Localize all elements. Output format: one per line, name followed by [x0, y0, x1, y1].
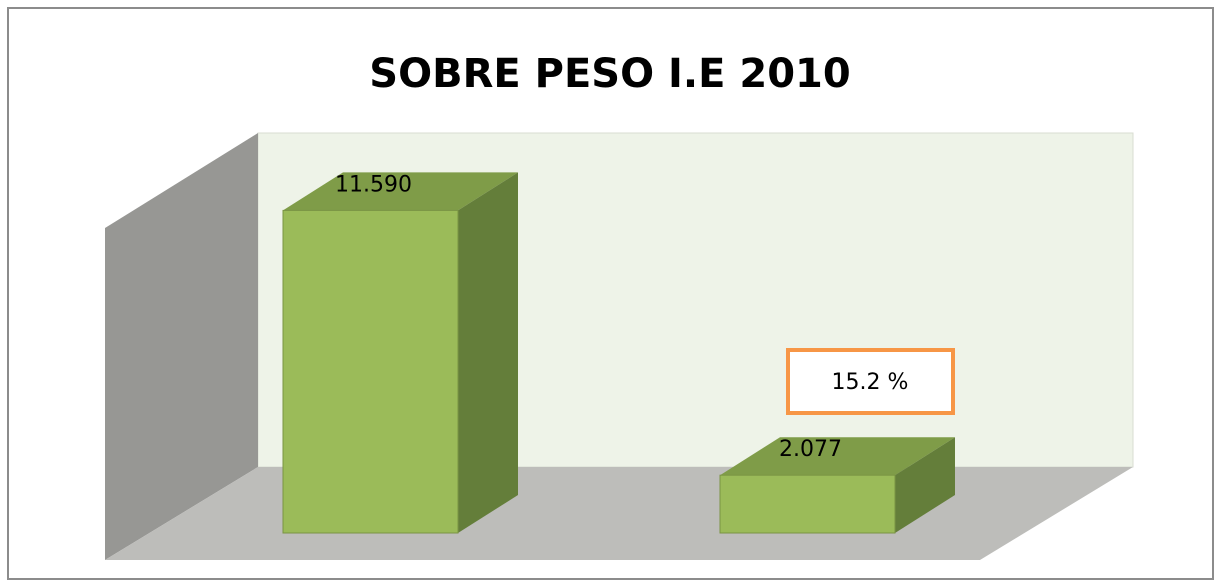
value-label: 2.077	[779, 437, 842, 462]
bar-side	[458, 172, 518, 533]
bar	[719, 474, 896, 534]
floor	[105, 467, 1133, 560]
annotation: 15.2 %	[832, 370, 909, 395]
bar-side	[895, 437, 955, 533]
bar-top	[283, 172, 518, 211]
annotation-box	[786, 348, 955, 415]
bar-top	[720, 437, 955, 476]
value-label: 11.590	[335, 172, 412, 197]
side-wall	[105, 133, 258, 560]
chart-title: SOBRE PESO I.E 2010	[369, 51, 850, 97]
bar	[282, 209, 459, 534]
